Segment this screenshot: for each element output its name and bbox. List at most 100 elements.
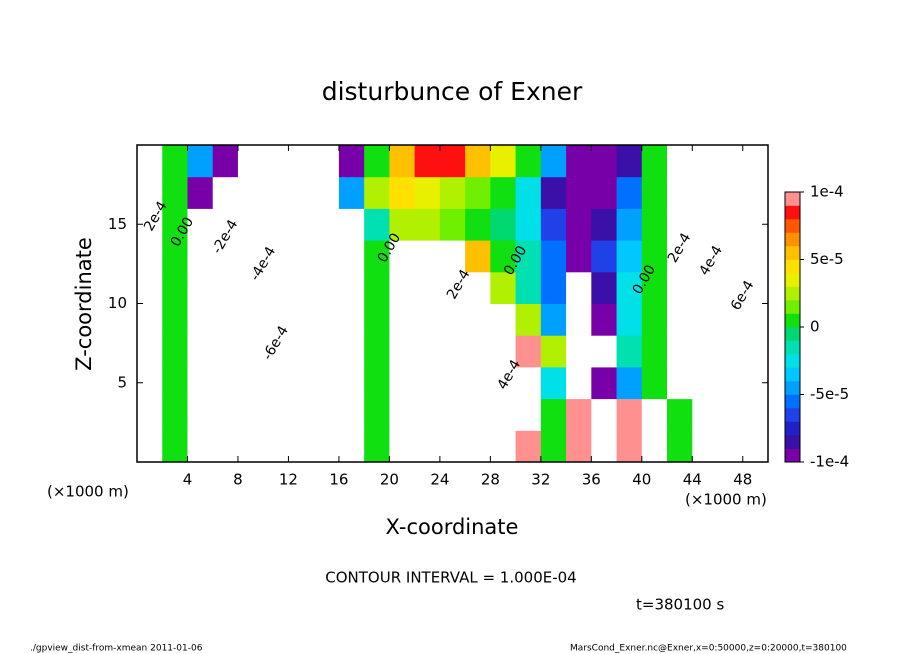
contour-cell	[237, 145, 264, 178]
contour-cell	[414, 145, 441, 178]
contour-cell	[515, 303, 542, 336]
contour-cell	[212, 176, 239, 209]
contour-cell	[591, 335, 618, 368]
contour-cell	[616, 240, 643, 273]
contour-cell	[364, 271, 390, 304]
contour-cell	[338, 208, 365, 241]
contour-cell	[313, 398, 340, 431]
contour-cell	[288, 176, 315, 209]
contour-cell	[364, 176, 390, 209]
contour-cell	[187, 366, 214, 400]
contour-cell	[389, 335, 416, 368]
x-tick-label: 24	[430, 471, 449, 489]
contour-cell	[414, 176, 441, 209]
contour-cell	[364, 303, 390, 336]
colorbar-swatch	[785, 367, 800, 382]
contour-cell	[591, 240, 618, 273]
contour-cell	[490, 366, 517, 400]
contour-cell	[389, 271, 416, 304]
contour-cell	[641, 145, 668, 178]
contour-cell	[439, 303, 466, 336]
x-tick-label: 4	[183, 471, 193, 489]
contour-cell	[263, 176, 289, 209]
colorbar-swatch	[785, 327, 800, 341]
contour-cell	[338, 176, 365, 209]
contour-cell	[237, 271, 264, 304]
contour-cell	[364, 208, 390, 241]
contour-cell	[162, 271, 188, 304]
contour-cell	[591, 398, 618, 431]
contour-cell	[717, 176, 744, 209]
contour-cell	[591, 176, 618, 209]
contour-cell	[591, 303, 618, 336]
contour-cell	[465, 145, 491, 178]
contour-cell	[288, 366, 315, 400]
contour-cell	[742, 176, 769, 209]
contour-cell	[591, 430, 618, 463]
colorbar-swatch	[785, 381, 800, 395]
x-tick-label: 32	[531, 471, 550, 489]
contour-cell	[490, 398, 517, 431]
contour-cell	[212, 366, 239, 400]
contour-cell	[137, 176, 163, 209]
contour-cell	[237, 430, 264, 463]
contour-cell	[313, 271, 340, 304]
contour-cell	[439, 366, 466, 400]
contour-cell	[566, 271, 592, 304]
contour-cell	[692, 303, 719, 336]
time-label: t=380100 s	[636, 596, 724, 614]
contour-cell	[515, 271, 542, 304]
contour-cell	[389, 176, 416, 209]
colorbar-swatch	[785, 300, 800, 314]
colorbar-swatch	[785, 205, 800, 220]
colorbar-swatch	[785, 192, 800, 206]
contour-cell	[667, 208, 693, 241]
contour-cell	[667, 398, 693, 431]
contour-cell	[414, 208, 441, 241]
contour-cell	[389, 303, 416, 336]
contour-cell	[465, 271, 491, 304]
contour-cell	[414, 398, 441, 431]
contour-cell	[212, 430, 239, 463]
contour-cell	[162, 335, 188, 368]
colorbar-swatch	[785, 408, 800, 422]
contour-cell	[137, 430, 163, 463]
contour-cell	[465, 303, 491, 336]
contour-cell	[263, 240, 289, 273]
x-axis-label: X-coordinate	[386, 515, 519, 539]
contour-cell	[717, 430, 744, 463]
contour-cell	[313, 240, 340, 273]
contour-cell	[515, 335, 542, 368]
contour-cell	[338, 430, 365, 463]
contour-cell	[187, 303, 214, 336]
contour-cell	[742, 398, 769, 431]
contour-cell	[137, 240, 163, 273]
contour-cell	[692, 366, 719, 400]
colorbar-swatch	[785, 232, 800, 247]
contour-cell	[364, 145, 390, 178]
contour-cell	[212, 145, 239, 178]
contour-cell	[717, 271, 744, 304]
contour-cell	[263, 366, 289, 400]
contour-cell	[414, 366, 441, 400]
contour-cell	[717, 303, 744, 336]
colorbar-swatch	[785, 313, 800, 328]
contour-cell	[490, 303, 517, 336]
contour-cell	[515, 398, 542, 431]
contour-cell	[187, 398, 214, 431]
contour-cell	[717, 145, 744, 178]
contour-cell	[137, 303, 163, 336]
contour-cell	[465, 240, 491, 273]
contour-cell	[566, 335, 592, 368]
y-tick-label: 10	[108, 294, 127, 312]
contour-cell	[490, 240, 517, 273]
contour-cell	[566, 398, 592, 431]
contour-cell	[616, 208, 643, 241]
contour-cell	[742, 303, 769, 336]
contour-cell	[389, 398, 416, 431]
contour-cell	[389, 208, 416, 241]
contour-cell	[515, 208, 542, 241]
contour-cell	[313, 366, 340, 400]
contour-cell	[692, 145, 719, 178]
contour-cell	[338, 335, 365, 368]
